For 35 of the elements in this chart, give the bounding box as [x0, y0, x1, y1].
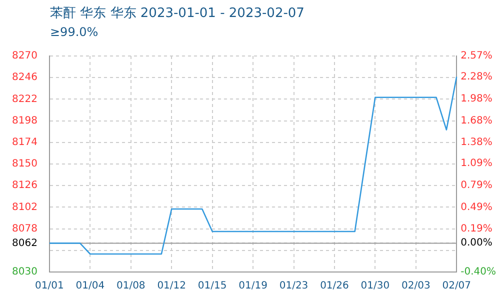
y2-tick-label: 1.68%: [460, 115, 492, 126]
x-tick-label: 01/08: [116, 280, 146, 292]
chart-subtitle: ≥99.0%: [50, 25, 98, 39]
x-tick-label: 02/03: [401, 280, 430, 292]
y2-tick-label: 0.49%: [460, 202, 492, 213]
y-tick-label: 8270: [12, 50, 38, 62]
y2-tick-label: 1.98%: [460, 94, 492, 105]
y-tick-label: 8126: [12, 180, 38, 192]
x-tick-label: 01/15: [198, 280, 227, 292]
y-tick-label: 8246: [12, 72, 38, 84]
y-tick-label: 8030: [12, 266, 38, 278]
y-tick-label: 8150: [12, 158, 38, 170]
x-tick-label: 02/07: [442, 280, 472, 292]
y-tick-label: 8198: [12, 115, 38, 126]
x-tick-label: 01/23: [279, 280, 308, 292]
x-tick-label: 01/30: [360, 280, 390, 292]
y-tick-label: 8102: [12, 202, 38, 213]
y2-tick-label: 0.19%: [460, 224, 492, 235]
y2-tick-label: 2.28%: [460, 72, 492, 83]
x-tick-label: 01/04: [76, 280, 105, 292]
y-tick-label: 8078: [12, 223, 38, 234]
y-tick-label: 8222: [12, 94, 38, 105]
y2-tick-label: 2.57%: [460, 50, 492, 62]
y2-tick-label: -0.40%: [460, 266, 496, 278]
x-tick-label: 01/19: [238, 280, 268, 292]
x-tick-label: 01/12: [157, 280, 186, 292]
y-tick-label: 8062: [12, 238, 38, 249]
chart-title: 苯酐 华东 华东 2023-01-01 - 2023-02-07: [50, 5, 304, 22]
x-tick-label: 01/01: [35, 280, 64, 292]
y2-tick-label: 0.00%: [460, 238, 492, 249]
y2-tick-label: 1.38%: [460, 137, 492, 148]
y-tick-label: 8174: [12, 136, 38, 148]
y2-tick-label: 0.79%: [460, 180, 492, 192]
x-tick-label: 01/26: [320, 280, 349, 292]
y2-tick-label: 1.09%: [460, 158, 492, 170]
